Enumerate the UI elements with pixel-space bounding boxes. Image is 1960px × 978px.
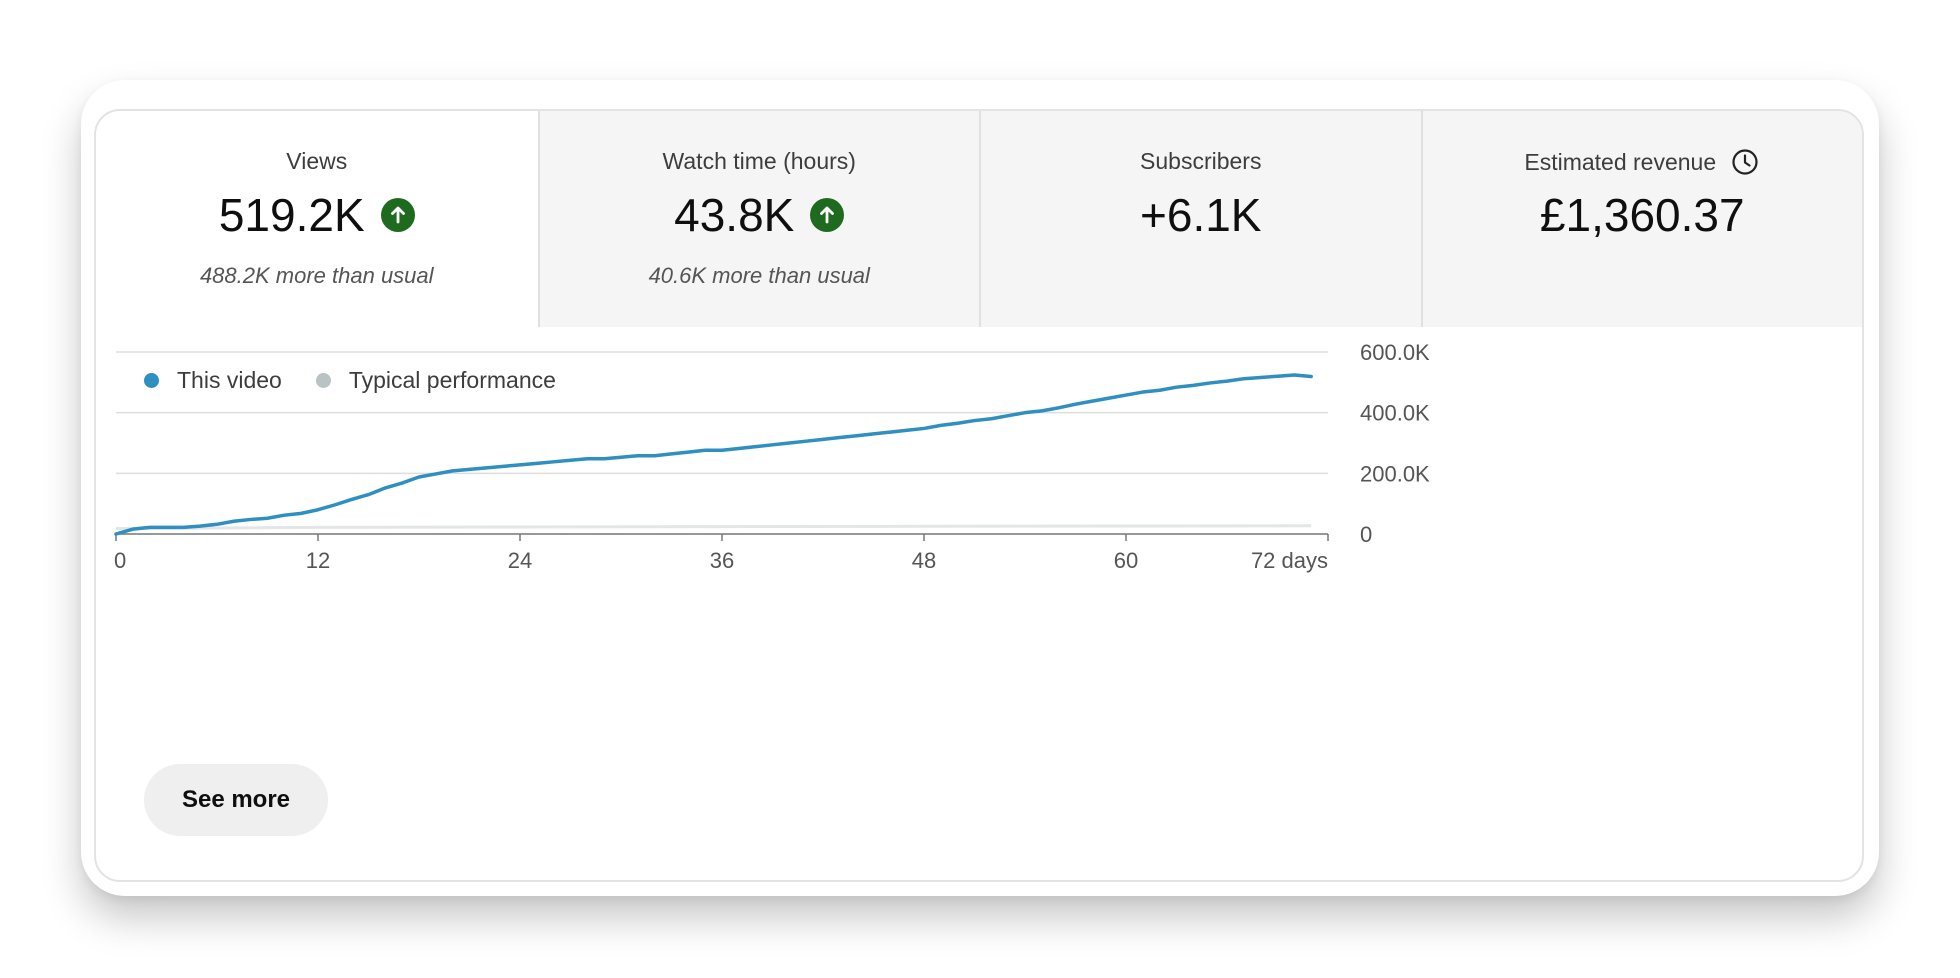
analytics-card: Views 519.2K 488.2K more than usual Watc… [94, 109, 1864, 882]
metric-tab-views[interactable]: Views 519.2K 488.2K more than usual [96, 111, 538, 327]
metric-label: Watch time (hours) [662, 148, 856, 174]
x-tick-label: 0 [114, 548, 126, 573]
y-tick-label: 0 [1360, 522, 1372, 547]
series-line-this-video [114, 373, 1313, 536]
metric-label: Subscribers [1140, 148, 1262, 174]
chart-legend: This video Typical performance [144, 367, 590, 394]
x-tick-label: 48 [912, 548, 936, 573]
trend-up-icon [380, 198, 415, 232]
legend-dot-typical [315, 373, 331, 388]
see-more-button[interactable]: See more [144, 764, 328, 836]
x-tick-label: 72 days [1251, 548, 1328, 573]
clock-icon [1730, 147, 1760, 177]
metric-value-row: 43.8K [540, 187, 980, 243]
x-tick-label: 36 [710, 548, 734, 573]
metric-value: 43.8K [674, 189, 795, 241]
series-line-typical-performance [115, 524, 1312, 531]
legend-label: This video [177, 367, 282, 393]
y-tick-label: 200.0K [1360, 461, 1430, 486]
x-tick-label: 60 [1114, 548, 1138, 573]
x-tick-label: 24 [508, 548, 532, 573]
metric-value: +6.1K [1140, 189, 1262, 241]
metric-value-row: £1,360.37 [1423, 187, 1863, 243]
metric-tab-estimated-revenue[interactable]: Estimated revenue £1,360.37 [1420, 111, 1863, 327]
trend-up-icon [810, 198, 845, 232]
legend-dot-this-video [144, 373, 159, 388]
metric-label: Views [286, 148, 348, 174]
metric-value-row: 519.2K [96, 187, 538, 243]
y-tick-label: 400.0K [1360, 401, 1430, 426]
legend-item-this-video: This video [144, 367, 282, 394]
y-tick-label: 600.0K [1360, 340, 1430, 365]
metric-tab-subscribers[interactable]: Subscribers +6.1K [979, 111, 1421, 327]
metric-tabs: Views 519.2K 488.2K more than usual Watc… [96, 111, 1862, 327]
legend-item-typical-performance: Typical performance [315, 367, 556, 394]
metric-value: 519.2K [218, 189, 365, 241]
views-line-chart: 0 200.0K 400.0K 600.0K 0 12 24 36 48 60 72 days [114, 340, 1430, 573]
metric-tab-watch-time[interactable]: Watch time (hours) 43.8K 40.6K more than… [537, 111, 980, 327]
metric-label: Estimated revenue [1423, 147, 1863, 177]
metric-value: £1,360.37 [1539, 189, 1745, 241]
metric-note: 488.2K more than usual [199, 263, 434, 288]
x-tick-label: 12 [306, 548, 330, 573]
metric-note: 40.6K more than usual [648, 263, 870, 288]
legend-label: Typical performance [348, 367, 556, 393]
metric-value-row: +6.1K [981, 187, 1421, 243]
